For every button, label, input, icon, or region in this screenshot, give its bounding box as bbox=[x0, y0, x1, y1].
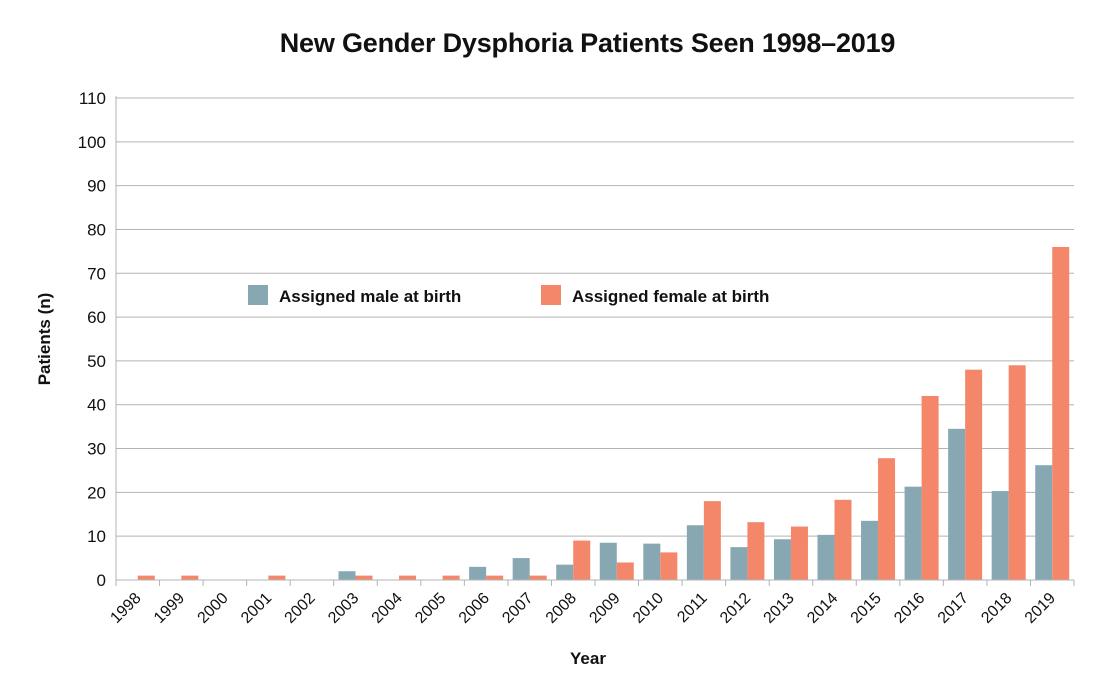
y-tick-label: 80 bbox=[87, 220, 106, 239]
bar-female-2014 bbox=[834, 499, 852, 580]
bar-female-2010 bbox=[660, 552, 678, 580]
bar-female-2004 bbox=[399, 575, 417, 580]
x-tick-label: 2002 bbox=[282, 590, 319, 627]
bar-male-2007 bbox=[512, 558, 530, 580]
axes bbox=[115, 96, 1075, 586]
bar-female-2015 bbox=[878, 458, 896, 580]
bar-male-2011 bbox=[686, 525, 704, 580]
bar-female-2005 bbox=[442, 575, 460, 580]
chart-title: New Gender Dysphoria Patients Seen 1998–… bbox=[279, 28, 896, 58]
y-tick-label: 110 bbox=[79, 89, 106, 108]
gridlines bbox=[116, 97, 1074, 537]
y-axis-title: Patients (n) bbox=[35, 293, 54, 386]
x-tick-label: 1998 bbox=[107, 590, 144, 627]
y-tick-label: 10 bbox=[87, 527, 106, 546]
y-tick-label: 30 bbox=[87, 440, 106, 459]
bar-male-2013 bbox=[773, 539, 791, 580]
y-tick-label: 20 bbox=[87, 483, 106, 502]
bar-female-2001 bbox=[268, 575, 286, 580]
bar-male-2015 bbox=[861, 520, 879, 580]
bar-male-2008 bbox=[556, 564, 574, 580]
x-tick-label: 2003 bbox=[325, 590, 362, 627]
x-tick-label: 2017 bbox=[935, 590, 972, 627]
y-tick-label: 40 bbox=[87, 396, 106, 415]
bar-male-2018 bbox=[991, 491, 1009, 580]
y-tick-label: 60 bbox=[87, 308, 106, 327]
bar-male-2017 bbox=[948, 428, 966, 580]
legend-label: Assigned male at birth bbox=[279, 287, 461, 306]
bar-female-2006 bbox=[486, 575, 504, 580]
x-tick-label: 2006 bbox=[456, 590, 493, 627]
x-tick-label: 2019 bbox=[1022, 590, 1059, 627]
x-tick-label: 2005 bbox=[412, 590, 449, 627]
x-tick-labels: 1998 1999 2000 2001 2002 2003 2004 2005 2006 2007… bbox=[107, 590, 1059, 627]
y-tick-label: 90 bbox=[87, 177, 106, 196]
x-tick-label: 2013 bbox=[761, 590, 798, 627]
bar-female-1998 bbox=[137, 575, 155, 580]
bar-male-2006 bbox=[469, 566, 487, 580]
x-tick-label: 2016 bbox=[891, 590, 928, 627]
bar-male-2009 bbox=[599, 542, 617, 580]
x-tick-label: 2015 bbox=[848, 590, 885, 627]
bar-female-2019 bbox=[1052, 246, 1070, 580]
bar-female-2008 bbox=[573, 540, 591, 580]
bars bbox=[137, 246, 1070, 580]
bar-male-2016 bbox=[904, 486, 922, 580]
legend-swatch bbox=[541, 285, 561, 305]
x-tick-label: 2012 bbox=[717, 590, 754, 627]
x-tick-label: 2007 bbox=[499, 590, 536, 627]
bar-male-2019 bbox=[1035, 465, 1053, 580]
x-tick-label: 2008 bbox=[543, 590, 580, 627]
bar-female-2003 bbox=[355, 575, 373, 580]
bar-male-2014 bbox=[817, 534, 835, 580]
bar-male-2003 bbox=[338, 571, 356, 580]
bar-female-2013 bbox=[790, 526, 808, 580]
bar-female-2017 bbox=[965, 369, 983, 580]
x-tick-label: 2014 bbox=[804, 590, 841, 627]
legend: Assigned male at birth Assigned female at… bbox=[248, 285, 769, 306]
x-tick-label: 2004 bbox=[369, 590, 406, 627]
x-tick-label: 2001 bbox=[238, 590, 275, 627]
bar-female-2007 bbox=[529, 575, 547, 580]
x-tick-label: 2009 bbox=[586, 590, 623, 627]
bar-female-2018 bbox=[1008, 365, 1026, 580]
y-tick-label: 70 bbox=[87, 264, 106, 283]
x-axis-title: Year bbox=[570, 649, 606, 668]
x-tick-label: 2000 bbox=[195, 590, 232, 627]
legend-label: Assigned female at birth bbox=[572, 287, 769, 306]
bar-female-2016 bbox=[921, 395, 939, 580]
legend-swatch bbox=[248, 285, 268, 305]
bar-female-2009 bbox=[616, 562, 634, 580]
y-tick-label: 50 bbox=[87, 352, 106, 371]
bar-female-1999 bbox=[181, 575, 199, 580]
x-tick-label: 2011 bbox=[674, 590, 710, 626]
x-tick-label: 1999 bbox=[151, 590, 188, 627]
y-tick-labels: 0 10 20 30 40 50 60 70 80 90 100 110 bbox=[78, 89, 106, 590]
bar-female-2011 bbox=[703, 501, 721, 580]
bar-female-2012 bbox=[747, 522, 765, 580]
bar-male-2012 bbox=[730, 547, 748, 580]
bar-male-2010 bbox=[643, 543, 661, 580]
y-tick-label: 100 bbox=[78, 133, 106, 152]
y-tick-label: 0 bbox=[97, 571, 106, 590]
x-tick-label: 2010 bbox=[630, 590, 667, 627]
x-tick-label: 2018 bbox=[978, 590, 1015, 627]
